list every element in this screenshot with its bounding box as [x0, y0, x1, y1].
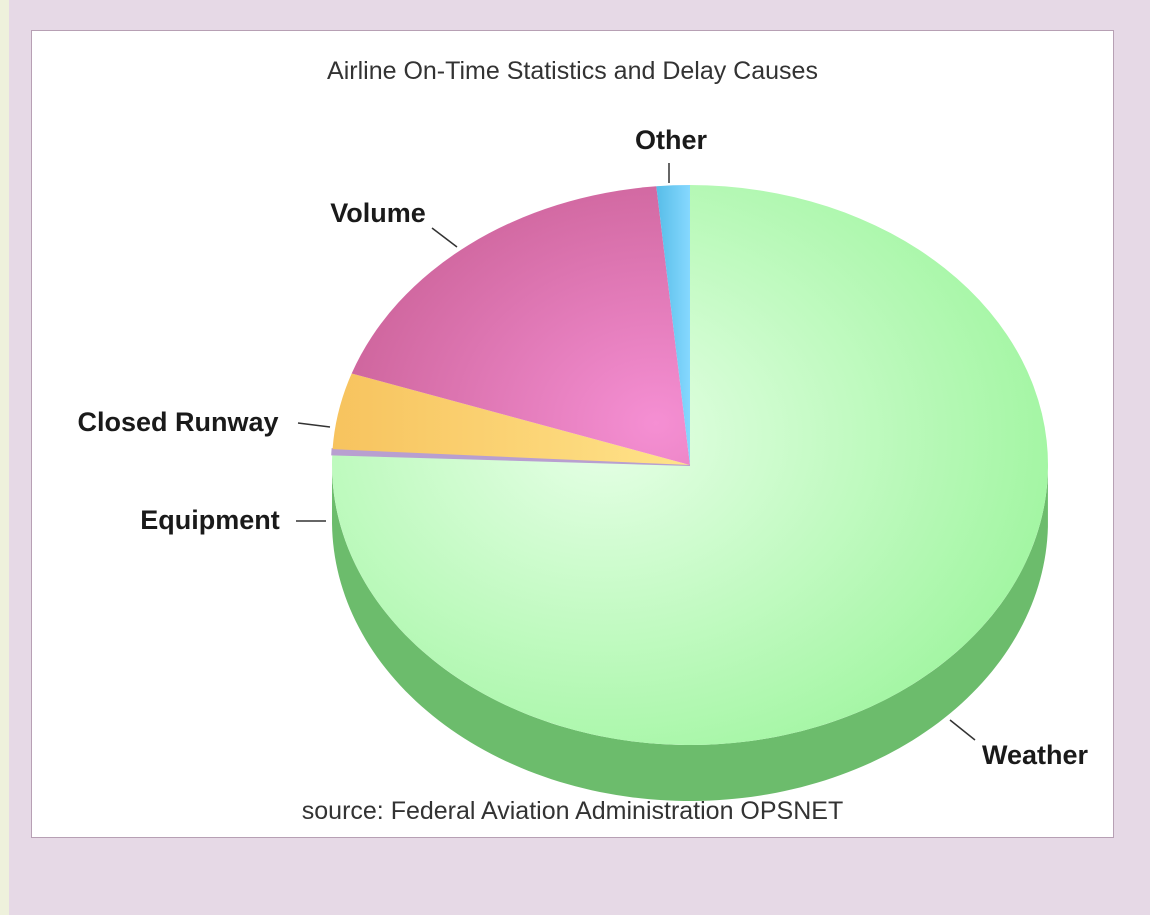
slice-equipment [331, 448, 691, 466]
slice-other [656, 185, 690, 465]
slice-closed-runway [332, 373, 690, 465]
pie-labels: Weather Equipment Closed Runway Volume Other [77, 125, 1088, 770]
pie-slices [331, 185, 1048, 745]
slice-volume [351, 186, 690, 466]
left-edge-strip [0, 0, 9, 915]
leader-weather [949, 719, 976, 741]
chart-source: source: Federal Aviation Administration … [301, 797, 844, 825]
label-closed-runway: Closed Runway [77, 407, 278, 437]
label-weather: Weather [982, 740, 1089, 770]
label-other: Other [635, 125, 708, 155]
pie-side-band [332, 467, 1048, 801]
chart-title: Airline On-Time Statistics and Delay Cau… [327, 57, 818, 85]
leader-closed-runway [297, 422, 331, 428]
label-volume: Volume [330, 198, 426, 228]
pie-leader-lines [296, 163, 976, 741]
side-weather [332, 467, 1048, 801]
label-equipment: Equipment [140, 505, 280, 535]
leader-volume [431, 227, 458, 248]
